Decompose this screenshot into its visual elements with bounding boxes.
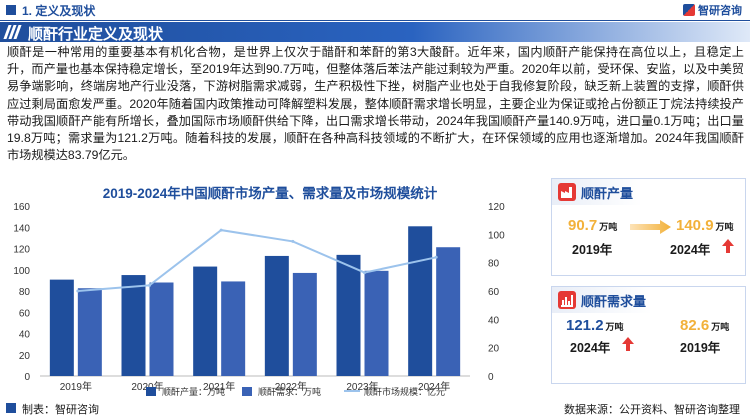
y-left-tick-label: 40 — [19, 330, 31, 341]
footer-credit: 制表：智研咨询 — [22, 404, 99, 416]
footer-marker — [6, 403, 16, 413]
x-tick-label: 2023年 — [346, 380, 378, 393]
y-left-tick-label: 140 — [13, 223, 30, 234]
bar-production — [336, 254, 361, 376]
y-left-tick-label: 160 — [13, 202, 30, 213]
demand-card: 顺酐需求量 121.2 万吨 2024年 82.6 万吨 2019年 — [551, 286, 746, 384]
bar-production — [264, 255, 289, 376]
bar-production — [408, 226, 433, 376]
y-right-tick-label: 100 — [488, 230, 505, 241]
x-tick-label: 2024年 — [418, 380, 450, 393]
y-left-tick-label: 20 — [19, 351, 31, 362]
y-left-tick-label: 80 — [19, 287, 31, 298]
line-point — [291, 239, 295, 243]
title-stripes-icon — [3, 25, 22, 44]
legend-label: 顺酐产量：万吨 — [162, 386, 225, 397]
production-left-year: 2019年 — [572, 243, 613, 257]
card-header: 顺酐产量 — [552, 179, 642, 205]
card-label: 顺酐需求量 — [581, 294, 647, 309]
line-market-size — [77, 229, 437, 292]
production-card: 顺酐产量 90.7 万吨 2019年 140.9 万吨 2024年 — [551, 178, 746, 276]
production-right-value: 140.9 万吨 — [676, 217, 734, 234]
y-right-tick-label: 60 — [488, 287, 500, 298]
line-point — [148, 283, 151, 287]
line-point — [76, 289, 80, 293]
intro-paragraph: 顺酐是一种常用的重要基本有机化合物，是世界上仅次于醋酐和苯酐的第3大酸酐。近年来… — [7, 45, 744, 163]
section-marker — [6, 5, 16, 15]
line-point — [219, 228, 223, 232]
chart-title: 2019-2024年中国顺酐市场产量、需求量及市场规模统计 — [102, 186, 438, 201]
y-left-tick-label: 0 — [24, 372, 30, 383]
y-left-tick-label: 100 — [13, 266, 30, 277]
y-right-tick-label: 80 — [488, 259, 500, 270]
legend-label: 顺酐市场规模：亿元 — [364, 386, 445, 397]
market-chart: 0 20 40 60 80 100 120 140 160 0 20 40 60 80 100 120 2019… — [13, 202, 505, 397]
demand-left-value: 121.2 万吨 — [566, 317, 624, 334]
bar-demand — [77, 288, 102, 376]
legend-swatch — [146, 387, 156, 396]
x-tick-label: 2019年 — [60, 380, 92, 393]
bar-production — [193, 266, 218, 376]
legend-label: 顺酐需求：万吨 — [258, 386, 321, 397]
footer-source: 数据来源：公开资料、智研咨询整理 — [564, 404, 740, 416]
logo-icon — [683, 4, 695, 16]
demand-right-value: 82.6 万吨 — [680, 317, 730, 334]
title-bar: 顺酐行业定义及现状 — [0, 22, 750, 44]
trend-up-icon — [622, 337, 634, 351]
bar-production — [121, 275, 146, 376]
right-arrow-icon — [630, 220, 671, 234]
line-point — [363, 271, 366, 275]
production-right-year: 2024年 — [670, 243, 711, 257]
x-tick-label: 2021年 — [203, 380, 235, 393]
trend-up-icon — [722, 239, 734, 253]
y-left-tick-label: 120 — [13, 245, 30, 256]
demand-left-year: 2024年 — [570, 341, 611, 355]
x-tick-label: 2022年 — [275, 380, 307, 393]
y-right-tick-label: 0 — [488, 372, 494, 383]
factory-icon — [558, 183, 576, 201]
production-left-value: 90.7 万吨 — [568, 217, 618, 234]
demand-right-year: 2019年 — [680, 341, 721, 355]
y-right-tick-label: 40 — [488, 315, 500, 326]
logo-text: 智研咨询 — [698, 5, 742, 17]
page-title: 顺酐行业定义及现状 — [28, 26, 164, 43]
bar-demand — [436, 247, 461, 376]
logo: 智研咨询 — [683, 2, 742, 18]
top-divider — [0, 20, 750, 21]
top-bar: 1. 定义及现状 智研咨询 — [0, 0, 750, 20]
section-label: 1. 定义及现状 — [22, 4, 96, 18]
y-left-tick-label: 60 — [19, 308, 31, 319]
line-point — [434, 255, 438, 259]
bar-demand — [149, 282, 174, 376]
bar-chart-icon — [558, 291, 576, 309]
bar-demand — [364, 270, 389, 376]
bar-demand — [221, 281, 246, 376]
card-header: 顺酐需求量 — [552, 287, 652, 313]
bar-demand — [292, 272, 317, 376]
y-right-tick-label: 120 — [488, 202, 505, 213]
legend-swatch — [242, 387, 252, 396]
card-label: 顺酐产量 — [581, 186, 634, 201]
y-right-tick-label: 20 — [488, 344, 500, 355]
bar-production — [49, 279, 74, 376]
